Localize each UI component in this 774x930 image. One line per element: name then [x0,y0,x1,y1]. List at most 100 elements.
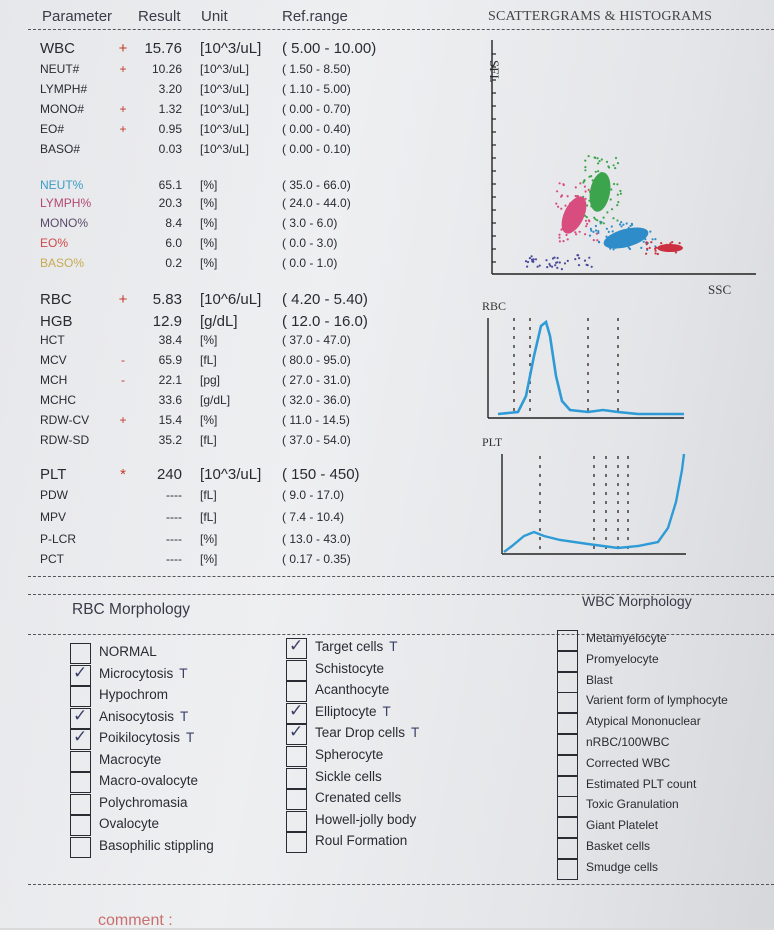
footer-divider [28,884,774,885]
checkbox[interactable] [286,810,307,832]
result-value: 1.32 [158,102,182,116]
checkbox[interactable] [557,671,578,693]
checkbox[interactable] [286,746,307,767]
checkbox-label: Basket cells [586,839,650,853]
result-row: NEUT# +10.26 [10^3/uL] ( 1.50 - 8.50) [0,62,460,82]
checkbox-label: Basophilic stippling [99,838,214,853]
checkbox[interactable] [70,793,91,815]
option-text: Metamyelocyte [586,631,667,645]
result-row: BASO% 0.2 [%] ( 0.0 - 1.0) [0,256,460,276]
param-name: PLT [40,466,67,483]
param-name: RDW-CV [40,413,90,427]
checkbox[interactable] [286,767,307,789]
checkbox-label: Sickle cells [315,769,382,784]
result-row: WBC +15.76 [10^3/uL] ( 5.00 - 10.00) [0,40,460,60]
option-text: Sickle cells [315,768,382,784]
flag: + [118,291,128,308]
option-text: Elliptocyte [315,703,377,719]
checkbox[interactable] [557,838,578,859]
reference-range: ( 3.0 - 6.0) [282,216,338,230]
result-value: ---- [166,552,182,566]
checkbox[interactable] [286,789,307,811]
checkbox[interactable] [70,836,91,858]
checkbox[interactable] [286,659,307,681]
checkbox[interactable] [70,663,91,686]
mono-cluster [603,227,649,249]
option-text: NORMAL [99,644,157,659]
option-text: Blast [586,672,613,687]
checkbox-label: Elliptocyte T [315,704,391,719]
option-text: Anisocytosis [99,708,175,724]
unit: [%] [200,178,218,192]
flag: + [119,102,127,116]
unit: [10^3/uL] [200,40,262,57]
checkbox[interactable] [557,754,578,776]
checkbox[interactable] [557,692,578,714]
plt-curve [503,453,686,553]
result-row: PLT * 240 [10^3/uL] ( 150 - 450) [0,466,460,486]
result-row: LYMPH% 20.3 [%] ( 24.0 - 44.0) [0,196,460,216]
checkbox-label: Roul Formation [315,833,407,848]
param-name: MCHC [40,393,76,407]
checkbox[interactable] [286,722,307,746]
checkbox[interactable] [286,636,307,659]
option-text: Macro-ovalocyte [99,773,199,788]
result-row: HGB 12.9 [g/dL] ( 12.0 - 16.0) [0,313,460,333]
param-name: NEUT# [40,62,80,76]
unit: [%] [200,216,218,230]
checkbox[interactable] [70,706,91,729]
result-value: 0.95 [158,122,182,136]
checkbox[interactable] [557,775,578,797]
checkbox-label: Schistocyte [315,661,384,676]
checkbox[interactable] [70,686,91,707]
unit: [g/dL] [200,393,231,407]
unit: [%] [200,413,218,427]
checkbox[interactable] [557,650,578,672]
reference-range: ( 13.0 - 43.0) [282,532,351,546]
checkbox-label: Anisocytosis T [99,709,188,724]
result-row: NEUT% 65.1 [%] ( 35.0 - 66.0) [0,178,460,198]
flag: + [118,40,128,57]
option-text: nRBC/100WBC [586,735,670,749]
checkbox[interactable] [70,643,91,664]
option-text: Crenated cells [315,790,402,806]
checkbox[interactable] [286,681,307,703]
checkbox[interactable] [286,701,307,724]
flag: + [119,413,127,427]
checkbox[interactable] [70,727,91,750]
result-value: 8.4 [165,216,182,230]
rbc-histogram: RBC [482,299,684,419]
header-divider [28,29,774,30]
reference-range: ( 35.0 - 66.0) [282,178,351,192]
unit: [%] [200,256,218,270]
checkbox[interactable] [70,750,91,772]
checkbox[interactable] [557,713,578,735]
option-text: Corrected WBC [586,755,671,770]
result-value: 22.1 [158,373,182,387]
reference-range: ( 0.17 - 0.35) [282,552,351,566]
unit: [10^6/uL] [200,291,262,308]
checkbox-label: NORMAL [99,644,157,659]
checkbox[interactable] [70,772,91,793]
reference-range: ( 0.0 - 1.0) [282,256,338,270]
reference-range: ( 0.00 - 0.70) [282,102,351,116]
param-name: MPV [40,510,67,524]
unit: [10^3/uL] [200,82,250,96]
result-row: EO% 6.0 [%] ( 0.0 - 3.0) [0,236,460,256]
checkbox[interactable] [557,734,578,755]
checkbox[interactable] [70,815,91,836]
checkbox[interactable] [557,817,578,839]
checkbox-label: Giant Platelet [586,818,658,832]
checkbox[interactable] [557,858,578,880]
checkbox[interactable] [557,630,578,651]
option-text: Smudge cells [586,859,659,874]
checkbox[interactable] [286,832,307,854]
checkbox[interactable] [557,796,578,818]
checkbox-label: Hypochrom [99,687,168,702]
unit: [fL] [200,353,217,367]
checkbox-label: Metamyelocyte [586,631,667,645]
checkbox-label: Blast [586,673,613,687]
result-row: MONO% 8.4 [%] ( 3.0 - 6.0) [0,216,460,236]
scattergram-title: SCATTERGRAMS & HISTOGRAMS [488,9,713,24]
checkbox-label: Spherocyte [315,747,383,762]
